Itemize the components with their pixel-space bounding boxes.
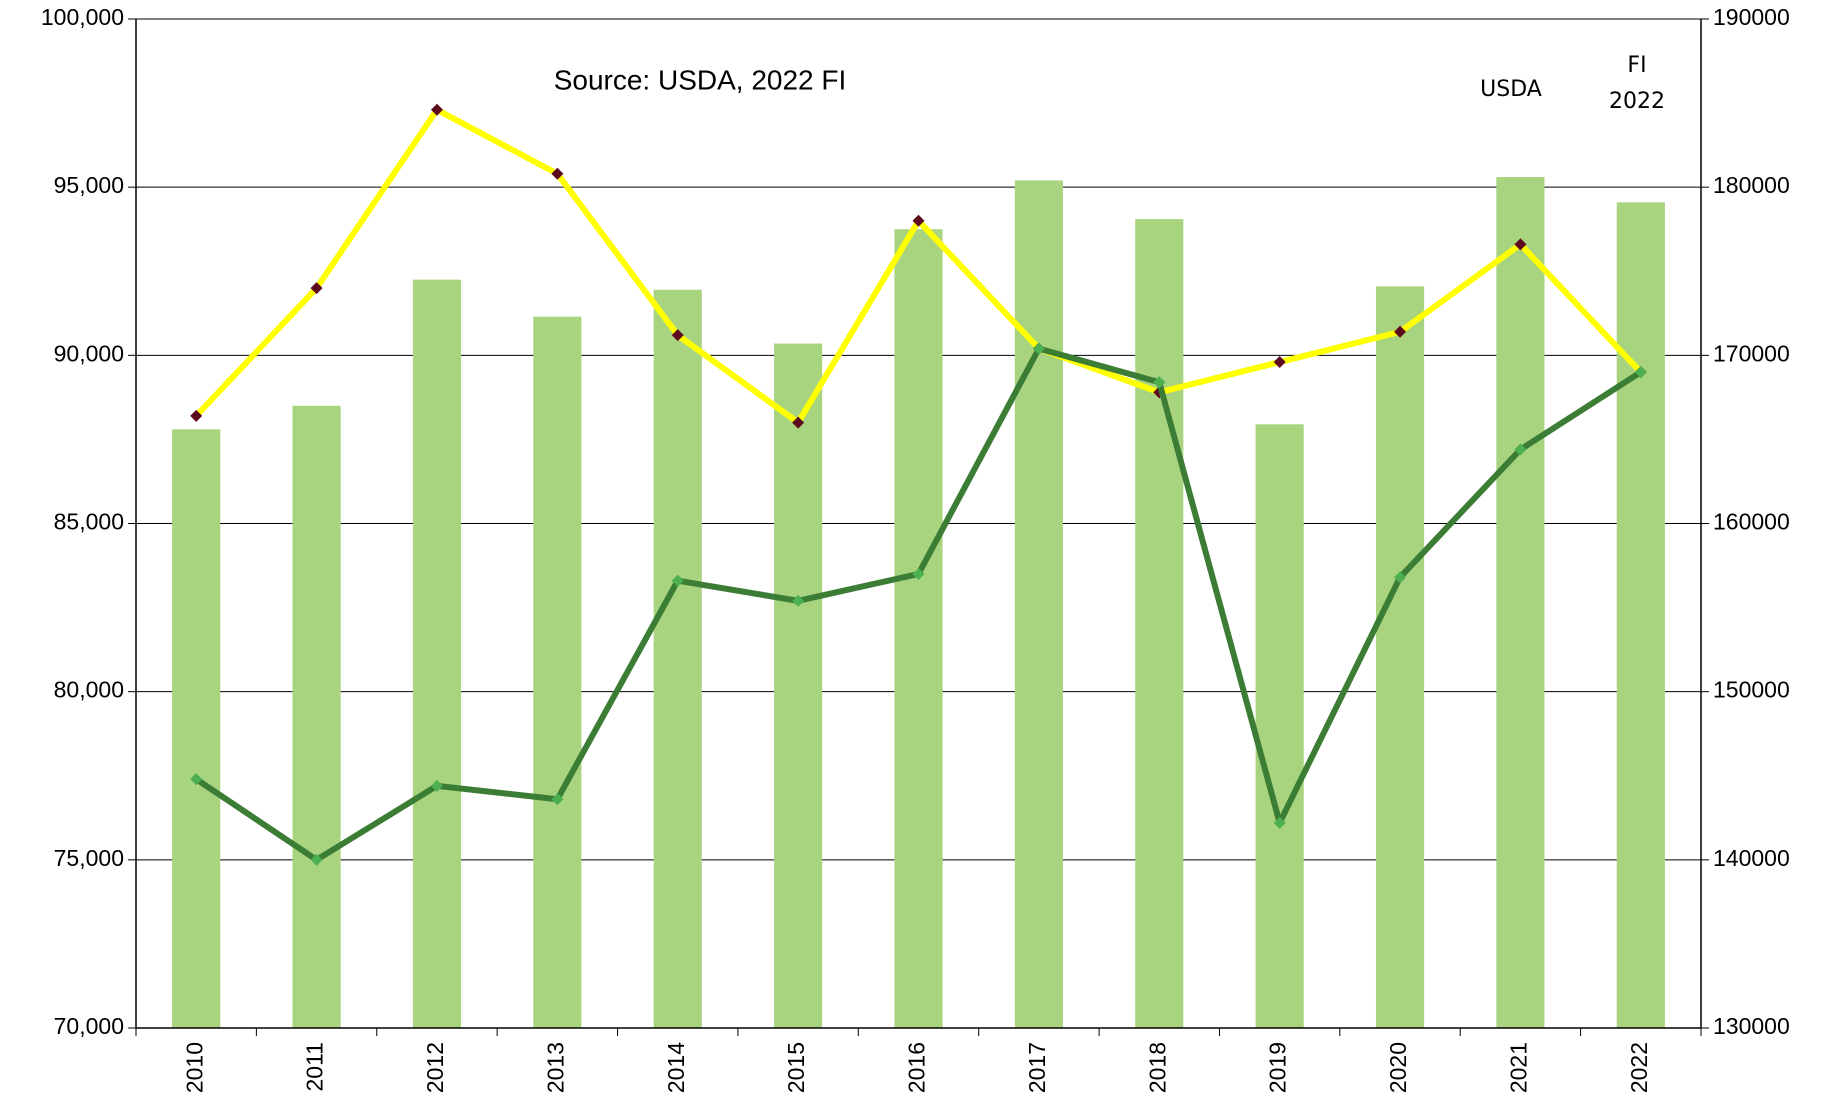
bar <box>774 343 823 1029</box>
marker <box>1514 443 1527 456</box>
bar <box>1135 219 1184 1028</box>
bar <box>1375 286 1425 1028</box>
marker <box>1394 571 1407 584</box>
marker <box>792 416 805 429</box>
annotation: USDA <box>1480 77 1542 102</box>
y2-tick-label: 190000 <box>1713 4 1790 30</box>
bar <box>1255 424 1304 1028</box>
annotation: Source: USDA, 2022 FI <box>554 64 847 95</box>
bar <box>894 229 943 1029</box>
x-tick-label: 2013 <box>542 1042 568 1093</box>
marker <box>792 594 805 607</box>
x-tick-label: 2021 <box>1506 1042 1532 1093</box>
bar <box>1014 180 1063 1028</box>
marker <box>1273 816 1286 829</box>
marker <box>1634 366 1647 379</box>
y2-tick-label: 180000 <box>1713 172 1790 198</box>
marker <box>551 167 564 180</box>
y-tick-label: 75,000 <box>54 845 124 871</box>
x-tick-label: 2011 <box>302 1042 328 1091</box>
y-tick-label: 95,000 <box>54 172 124 198</box>
marker <box>912 567 925 580</box>
x-tick-label: 2014 <box>663 1042 689 1093</box>
annotation: FI <box>1627 53 1646 78</box>
marker <box>310 853 323 866</box>
y2-tick-label: 130000 <box>1713 1013 1790 1039</box>
marker <box>671 574 684 587</box>
marker <box>1273 356 1286 369</box>
marker <box>551 793 564 806</box>
y2-tick-label: 170000 <box>1713 340 1790 366</box>
marker <box>430 103 443 116</box>
x-tick-label: 2017 <box>1024 1042 1050 1093</box>
y-tick-label: 70,000 <box>54 1013 124 1039</box>
y2-tick-label: 160000 <box>1713 509 1790 535</box>
bar <box>533 316 582 1028</box>
bar <box>653 289 702 1029</box>
bar <box>172 429 221 1028</box>
y2-tick-label: 140000 <box>1713 845 1790 871</box>
marker <box>671 329 684 342</box>
bar <box>1616 202 1665 1029</box>
x-tick-label: 2020 <box>1385 1042 1411 1093</box>
marker <box>912 214 925 227</box>
x-tick-label: 2019 <box>1265 1042 1291 1093</box>
y-tick-label: 80,000 <box>54 677 124 703</box>
marker <box>1514 238 1527 251</box>
x-tick-label: 2016 <box>904 1042 930 1093</box>
x-tick-label: 2010 <box>181 1042 207 1093</box>
y-tick-label: 85,000 <box>54 509 124 535</box>
bar <box>412 279 462 1028</box>
y2-tick-label: 150000 <box>1713 677 1790 703</box>
marker <box>190 773 203 786</box>
x-tick-label: 2022 <box>1626 1042 1652 1093</box>
bar <box>1496 177 1545 1028</box>
marker <box>1032 342 1045 355</box>
marker <box>310 282 323 295</box>
y-tick-label: 100,000 <box>41 4 124 30</box>
annotation: 2022 <box>1609 89 1665 114</box>
x-tick-label: 2015 <box>783 1042 809 1093</box>
bar <box>292 405 341 1028</box>
marker <box>190 409 203 422</box>
marker <box>1153 376 1166 389</box>
marker <box>1394 325 1407 338</box>
marker <box>430 779 443 792</box>
y-tick-label: 90,000 <box>54 340 124 366</box>
x-tick-label: 2012 <box>422 1042 448 1093</box>
x-tick-label: 2018 <box>1144 1042 1170 1093</box>
